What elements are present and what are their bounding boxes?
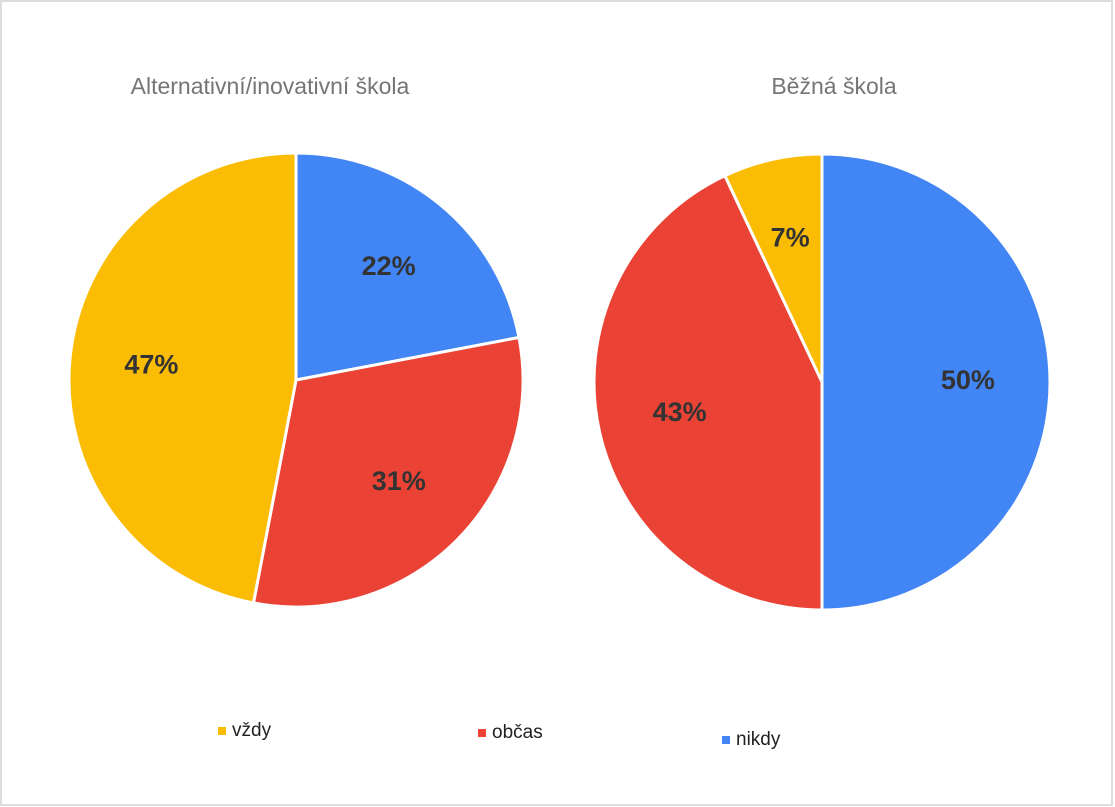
pie-slice [592,173,824,612]
pie-slice [251,335,525,609]
data-label: 43% [653,397,707,427]
pie-slice [294,151,521,382]
data-label: 22% [362,251,416,281]
data-label: 50% [941,365,995,395]
chart-title: Alternativní/inovativní škola [131,73,410,99]
data-label: 47% [124,349,178,379]
legend-label: nikdy [736,729,781,750]
pie-slice [820,152,1052,612]
legend-swatch [722,736,730,744]
data-label: 7% [771,223,810,253]
chart-title: Běžná škola [771,73,897,99]
legend-label: občas [492,722,543,743]
legend-swatch [218,727,226,735]
legend-swatch [478,729,486,737]
legend-label: vždy [232,720,272,741]
pie-slice [67,151,298,605]
data-label: 31% [372,466,426,496]
pie-slice [722,152,824,383]
